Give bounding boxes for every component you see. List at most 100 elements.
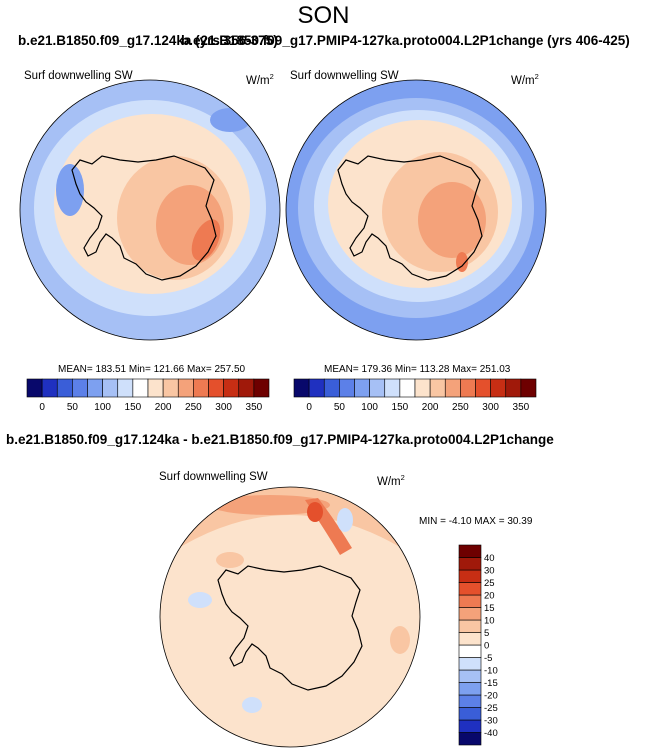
- panel2-variable-label: Surf downwelling SW: [290, 70, 399, 82]
- panel3-colorbar-box: [458, 582, 482, 596]
- panel1-colorbar-box: [72, 378, 88, 398]
- panel1-colorbar-tick-label: 250: [185, 402, 202, 413]
- panel3-positive-patch-1: [216, 552, 244, 568]
- panel2-colorbar-box: [490, 378, 507, 398]
- panel1-units: W/m2: [246, 72, 274, 87]
- panel3-colorbar-box: [458, 544, 482, 558]
- panel3-colorbar-tick-label: -5: [484, 653, 492, 664]
- panel3-colorbar-tick-label: -20: [484, 691, 498, 702]
- panel2-colorbar-tick-label: 250: [452, 402, 469, 413]
- panel3-colorbar-tick-label: -15: [484, 678, 498, 689]
- panel3-colorbar-box: [458, 657, 482, 671]
- panel2-plateau: [418, 182, 486, 258]
- panel1-colorbar-box: [162, 378, 179, 398]
- panel2-colorbar-box: [475, 378, 491, 398]
- panel2-colorbar-box: [399, 378, 416, 398]
- panel2-colorbar-box: [520, 378, 537, 398]
- panel1-colorbar-box: [223, 378, 240, 398]
- panel1-colorbar-box: [238, 378, 255, 398]
- panel2-colorbar-tick-label: 200: [422, 402, 439, 413]
- panel3-colorbar-box: [458, 682, 482, 696]
- panel1-colorbar-tick-label: 150: [125, 402, 142, 413]
- panel2-colorbar-box: [323, 378, 340, 398]
- panel3-colorbar-box: [458, 732, 482, 746]
- panel3-colorbar-box: [458, 644, 482, 658]
- panel1-map: [20, 80, 280, 340]
- panel3-colorbar-tick-label: -10: [484, 666, 498, 677]
- panel1-colorbar-box: [132, 378, 149, 398]
- panel2-colorbar-box: [505, 378, 522, 398]
- panel2-colorbar-tick-label: 150: [392, 402, 409, 413]
- panel3-stats: MIN = -4.10 MAX = 30.39: [419, 516, 533, 527]
- panel3-colorbar-box: [458, 632, 482, 646]
- panel3-colorbar-box: [458, 694, 482, 708]
- panel1-colorbar: 0 50 100 150 200 250 300 350: [26, 378, 270, 413]
- panel1-colorbar-box: [41, 378, 58, 398]
- panel3-run-title: b.e21.B1850.f09_g17.124ka - b.e21.B1850.…: [6, 432, 554, 447]
- panel3-colorbar-box: [458, 594, 482, 608]
- panel2-colorbar-box: [339, 378, 355, 398]
- panel2-colorbar-box: [444, 378, 461, 398]
- panel3-variable-label: Surf downwelling SW: [159, 471, 268, 483]
- panel2-colorbar-box: [293, 378, 310, 398]
- panel3-negative-patch-2: [242, 697, 262, 713]
- panel2-colorbar-tick-label: 350: [513, 402, 530, 413]
- panel2-colorbar-box: [460, 378, 476, 398]
- panel2-colorbar: 0 50 100 150 200 250 300 350: [293, 378, 537, 413]
- panel3-colorbar-tick-label: 25: [484, 578, 495, 589]
- panel3-colorbar-box: [458, 619, 482, 633]
- panel3-map-border: [159, 486, 421, 748]
- panel3-background: [160, 487, 420, 747]
- panel1-map-border: [19, 79, 281, 341]
- panel3-northern-band-core: [210, 495, 330, 515]
- panel2-colorbar-tick-label: 50: [334, 402, 346, 413]
- panel2-colorbar-box: [384, 378, 401, 398]
- panel2-stats: MEAN= 179.36 Min= 113.28 Max= 251.03: [324, 364, 511, 375]
- panel1-colorbar-box: [56, 378, 73, 398]
- panel3-colorbar-tick-label: -40: [484, 728, 498, 739]
- panel1-colorbar-box: [253, 378, 270, 398]
- panel1-plateau-maximum: [191, 219, 221, 261]
- panel2-plateau-maximum: [456, 252, 468, 272]
- panel3-maximum-core: [307, 502, 323, 522]
- panel3-colorbar-box: [458, 719, 482, 733]
- panel2-colorbar-tick-label: 100: [361, 402, 378, 413]
- panel1-colorbar-tick-label: 200: [155, 402, 172, 413]
- panel3-colorbar-box: [458, 707, 482, 721]
- panel1-colorbar-box: [87, 378, 103, 398]
- panel2-colorbar-box: [414, 378, 431, 398]
- panel1-colorbar-tick-label: 350: [246, 402, 263, 413]
- panel1-colorbar-tick-label: 0: [39, 402, 45, 413]
- panel3-colorbar-tick-label: 15: [484, 603, 495, 614]
- panel2-colorbar-box: [354, 378, 370, 398]
- panel1-colorbar-box: [26, 378, 43, 398]
- panel2-colorbar-box: [369, 378, 386, 398]
- season-title: SON: [297, 2, 350, 29]
- panel3-positive-patch-2: [390, 626, 410, 654]
- panel2-map-border: [285, 79, 547, 341]
- panel3-colorbar-box: [458, 669, 482, 683]
- panel2-run-title: b.e21.B1850.f09_g17.PMIP4-127ka.proto004…: [181, 33, 630, 48]
- panel1-colorbar-tick-label: 50: [67, 402, 79, 413]
- panel1-colorbar-box: [117, 378, 134, 398]
- panel3-units: W/m2: [377, 473, 405, 488]
- panel1-colorbar-box: [177, 378, 194, 398]
- panel3-colorbar-box: [458, 607, 482, 621]
- panel3-colorbar-tick-label: -25: [484, 703, 498, 714]
- panel1-colorbar-tick-label: 300: [215, 402, 232, 413]
- panel2-colorbar-box: [429, 378, 446, 398]
- panel3-colorbar-tick-label: 20: [484, 591, 495, 602]
- panel1-colorbar-box: [193, 378, 209, 398]
- panel3-colorbar-tick-label: -30: [484, 716, 498, 727]
- panel1-colorbar-box: [102, 378, 119, 398]
- panel1-stats: MEAN= 183.51 Min= 121.66 Max= 257.50: [58, 364, 246, 375]
- panel3-negative-patch-3: [337, 508, 353, 532]
- panel3-colorbar-box: [458, 569, 482, 583]
- panel2-units: W/m2: [511, 72, 539, 87]
- panel1-colorbar-tick-label: 100: [94, 402, 111, 413]
- panel2-colorbar-box: [308, 378, 325, 398]
- panel1-colorbar-box: [147, 378, 164, 398]
- panel2-colorbar-tick-label: 300: [482, 402, 499, 413]
